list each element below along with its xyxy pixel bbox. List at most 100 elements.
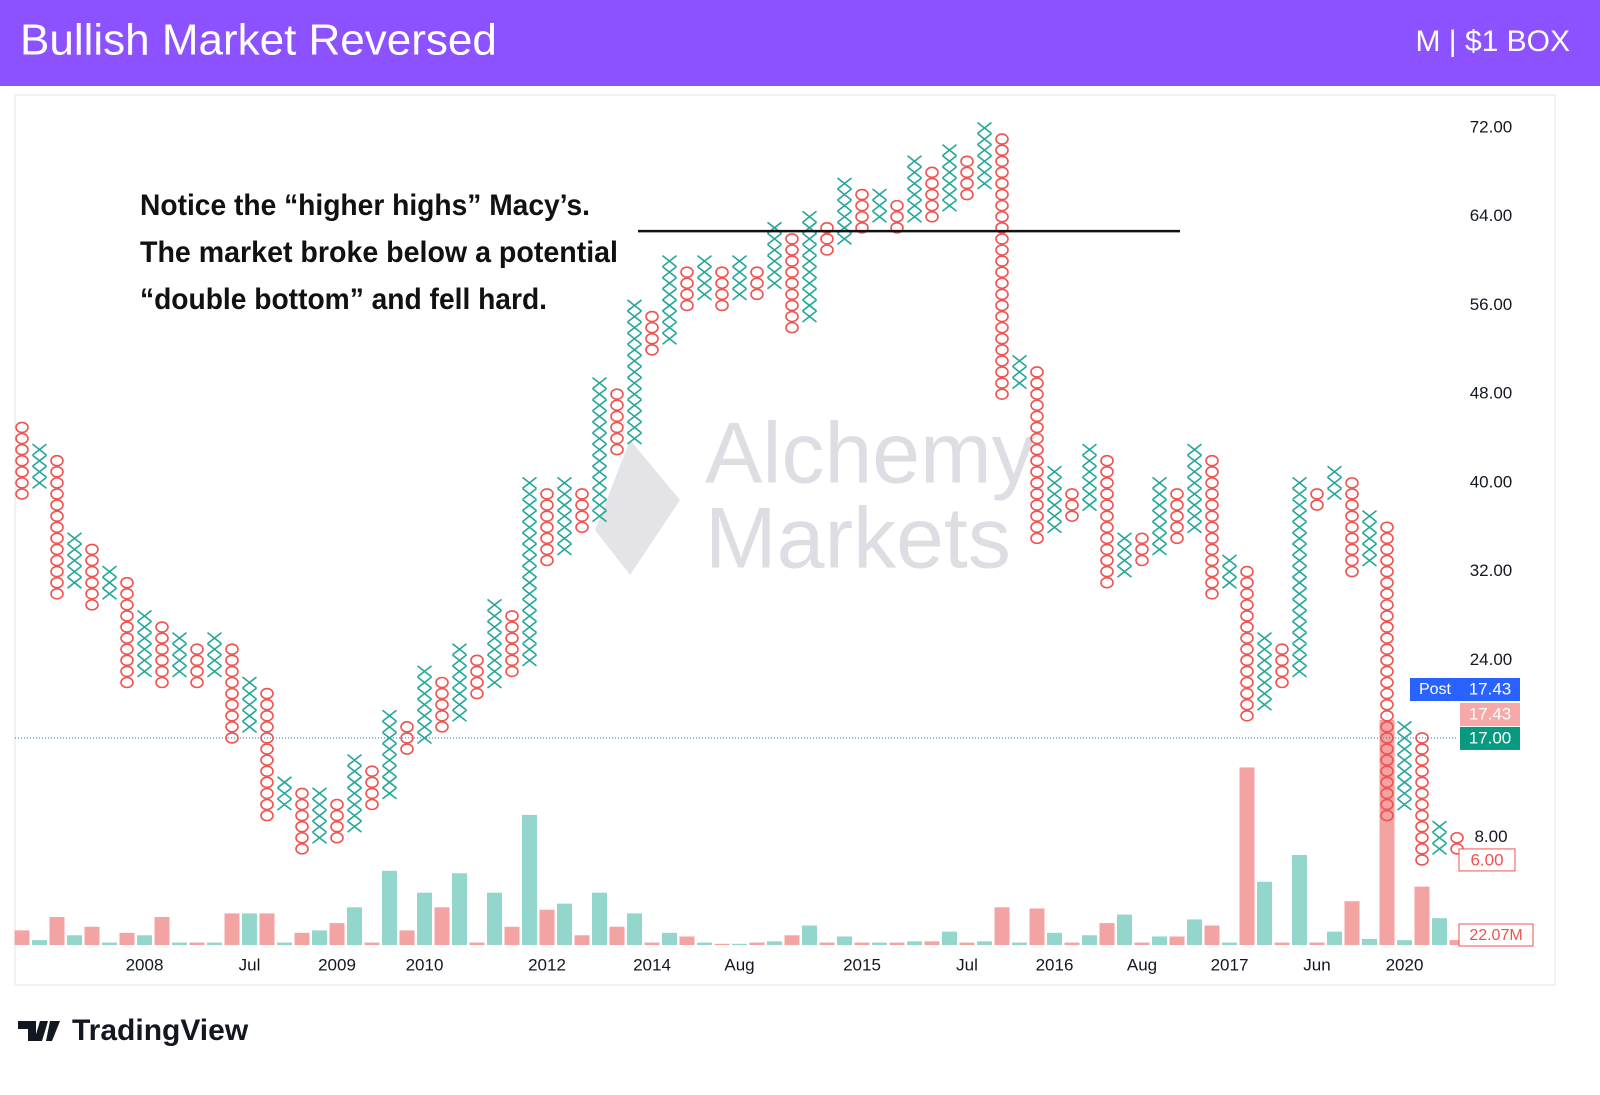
- o-column: [85, 543, 99, 611]
- volume-bar: [889, 942, 905, 945]
- o-column: [855, 188, 869, 234]
- x-tick-label: Jun: [1303, 955, 1330, 974]
- o-column: [960, 155, 974, 201]
- brand: TradingView: [18, 1014, 249, 1047]
- volume-bar: [1222, 942, 1237, 945]
- volume-bar: [977, 941, 992, 945]
- o-column: [1345, 477, 1359, 578]
- post-badge: [1410, 678, 1460, 701]
- volume-bar: [732, 943, 747, 945]
- x-column: [1257, 632, 1272, 711]
- volume-bar: [1169, 936, 1185, 945]
- volume-bar: [942, 931, 957, 945]
- y-tick-label: 64.00: [1470, 206, 1513, 225]
- o-column: [750, 266, 764, 301]
- brand-name: TradingView: [72, 1014, 249, 1047]
- volume-bar: [872, 942, 887, 945]
- volume-bar: [522, 814, 537, 945]
- volume-bar: [1362, 938, 1377, 945]
- volume-bar: [574, 935, 590, 945]
- x-column: [977, 121, 992, 190]
- x-tick-label: 2010: [406, 955, 444, 974]
- x-column: [732, 254, 747, 301]
- x-column: [1222, 554, 1237, 589]
- watermark: Alchemy Markets: [595, 406, 1035, 587]
- volume-bar: [1327, 931, 1342, 945]
- o-column: [680, 266, 694, 312]
- volume-bar: [1449, 940, 1465, 945]
- volume-bar: [539, 909, 555, 945]
- post-price: 17.43: [1469, 679, 1512, 698]
- x-column: [767, 221, 782, 290]
- volume-bar: [837, 936, 852, 945]
- volume-bar: [224, 913, 240, 945]
- o-column: [1030, 366, 1044, 545]
- y-tick-label: 24.00: [1470, 650, 1513, 669]
- volume-bar: [67, 935, 82, 945]
- volume-bar: [1012, 942, 1027, 945]
- post-price-box: [1460, 678, 1520, 701]
- x-column: [1047, 465, 1062, 534]
- volume-bar: [959, 942, 975, 945]
- watermark-text: Markets: [705, 491, 1011, 587]
- x-column: [137, 609, 152, 678]
- brand-logo: [18, 1021, 60, 1041]
- volume-bar: [1099, 923, 1115, 945]
- x-column: [1117, 532, 1132, 578]
- o-column: [1205, 454, 1219, 600]
- x-tick-label: 2016: [1036, 955, 1074, 974]
- x-column: [522, 476, 537, 667]
- volume-bar: [84, 926, 100, 945]
- volume-bar: [1204, 925, 1220, 945]
- low-price-box: [1458, 848, 1516, 872]
- x-column: [277, 776, 292, 811]
- volume-bar: [32, 940, 47, 945]
- volume-bar: [434, 907, 450, 945]
- volume-bar: [1117, 914, 1132, 945]
- x-column: [802, 210, 817, 323]
- x-column: [312, 787, 327, 844]
- o-column: [435, 676, 449, 733]
- volume-bar: [329, 923, 345, 945]
- volume-bar: [1379, 720, 1395, 945]
- o-column: [1240, 565, 1254, 722]
- o-column: [785, 233, 799, 334]
- volume-bar: [1064, 942, 1080, 945]
- x-tick-label: 2015: [843, 955, 881, 974]
- o-column: [295, 787, 309, 855]
- watermark-logo: [595, 440, 680, 575]
- volume-bar: [1187, 919, 1202, 945]
- x-column: [102, 565, 117, 600]
- volume-bar: [1397, 940, 1412, 945]
- x-column: [67, 532, 82, 589]
- post-label: Post: [1419, 681, 1452, 698]
- volume-bar: [207, 942, 222, 945]
- x-column: [207, 632, 222, 678]
- volume-bar: [312, 930, 327, 945]
- y-tick-label: 48.00: [1470, 384, 1513, 403]
- volume-bar: [1134, 942, 1150, 945]
- volume-bar: [784, 935, 800, 945]
- o-column: [1170, 488, 1184, 545]
- volume-bar: [557, 903, 572, 945]
- o-column: [715, 266, 729, 312]
- volume-bar: [1047, 932, 1062, 945]
- x-column: [1292, 476, 1307, 678]
- x-tick-label: 2012: [528, 955, 566, 974]
- x-column: [1327, 465, 1342, 501]
- x-column: [32, 443, 47, 490]
- annotation-line: “double bottom” and fell hard.: [140, 283, 547, 316]
- x-tick-label: Aug: [1127, 955, 1157, 974]
- x-column: [487, 598, 502, 689]
- x-column: [942, 144, 957, 212]
- y-tick-label: 56.00: [1470, 295, 1513, 314]
- header-bar: [0, 0, 1600, 86]
- volume-bar: [1152, 936, 1167, 945]
- volume-bar: [487, 892, 502, 945]
- x-column: [242, 676, 257, 733]
- o-column: [15, 421, 29, 500]
- y-tick-label: 32.00: [1470, 561, 1513, 580]
- header-title: Bullish Market Reversed: [20, 16, 497, 65]
- x-column: [1362, 510, 1377, 567]
- volume-bar: [1082, 935, 1097, 945]
